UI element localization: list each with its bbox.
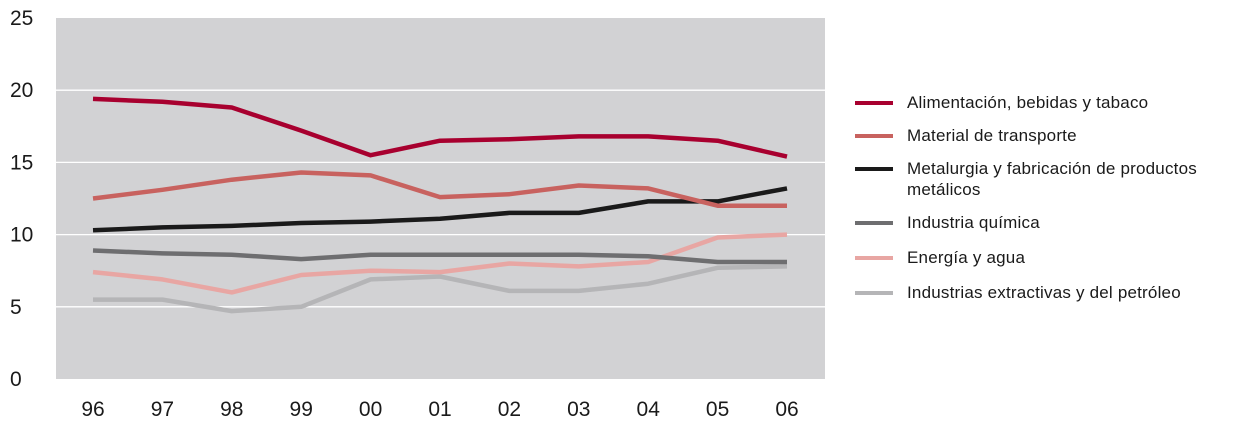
x-tick-label: 05 <box>706 398 729 421</box>
x-tick-label: 00 <box>359 398 382 421</box>
x-tick-label: 97 <box>151 398 174 421</box>
legend-label-metalurgia: Metalurgia y fabricación de productos me… <box>907 159 1197 199</box>
legend-item-energia: Energía y agua <box>855 247 1245 268</box>
y-axis-tick-labels: 0 5 10 15 20 25 <box>10 7 33 391</box>
series-line-3 <box>92 248 787 265</box>
legend-label-material-transporte: Material de transporte <box>907 126 1077 145</box>
x-tick-label: 02 <box>498 398 521 421</box>
legend-swatch-quimica <box>855 221 893 225</box>
x-tick-label: 01 <box>428 398 451 421</box>
legend-item-metalurgia: Metalurgia y fabricación de productos me… <box>855 158 1249 200</box>
series-line-1 <box>92 170 787 208</box>
legend: Alimentación, bebidas y tabaco Material … <box>855 92 1245 303</box>
legend-label-alimentacion: Alimentación, bebidas y tabaco <box>907 93 1149 112</box>
x-tick-label: 04 <box>637 398 661 421</box>
series-line-0 <box>92 96 788 159</box>
gridlines <box>56 89 825 308</box>
series-lines <box>92 96 788 314</box>
y-tick-label: 5 <box>10 296 22 319</box>
legend-item-alimentacion: Alimentación, bebidas y tabaco <box>855 92 1245 113</box>
y-tick-label: 15 <box>10 151 33 174</box>
legend-swatch-energia <box>855 256 893 260</box>
legend-swatch-metalurgia <box>855 167 893 171</box>
legend-label-extractivas: Industrias extractivas y del petróleo <box>907 283 1181 302</box>
x-tick-label: 99 <box>290 398 313 421</box>
legend-swatch-alimentacion <box>855 101 893 105</box>
legend-label-quimica: Industria química <box>907 213 1040 232</box>
x-tick-label: 98 <box>220 398 243 421</box>
series-line-2 <box>92 186 788 233</box>
y-tick-label: 10 <box>10 224 33 247</box>
x-tick-label: 96 <box>81 398 104 421</box>
y-tick-label: 25 <box>10 7 33 30</box>
x-tick-label: 06 <box>775 398 798 421</box>
legend-label-energia: Energía y agua <box>907 248 1026 267</box>
x-axis-tick-labels: 96 97 98 99 00 01 02 03 04 05 06 <box>81 398 798 421</box>
legend-item-extractivas: Industrias extractivas y del petróleo <box>855 282 1245 303</box>
x-tick-label: 03 <box>567 398 590 421</box>
legend-swatch-material-transporte <box>855 134 893 138</box>
series-line-4 <box>92 232 788 295</box>
legend-swatch-extractivas <box>855 291 893 295</box>
y-tick-label: 20 <box>10 79 33 102</box>
y-tick-label: 0 <box>10 368 22 391</box>
legend-item-material-transporte: Material de transporte <box>855 125 1245 146</box>
series-line-5 <box>93 264 788 314</box>
legend-item-quimica: Industria química <box>855 212 1245 233</box>
